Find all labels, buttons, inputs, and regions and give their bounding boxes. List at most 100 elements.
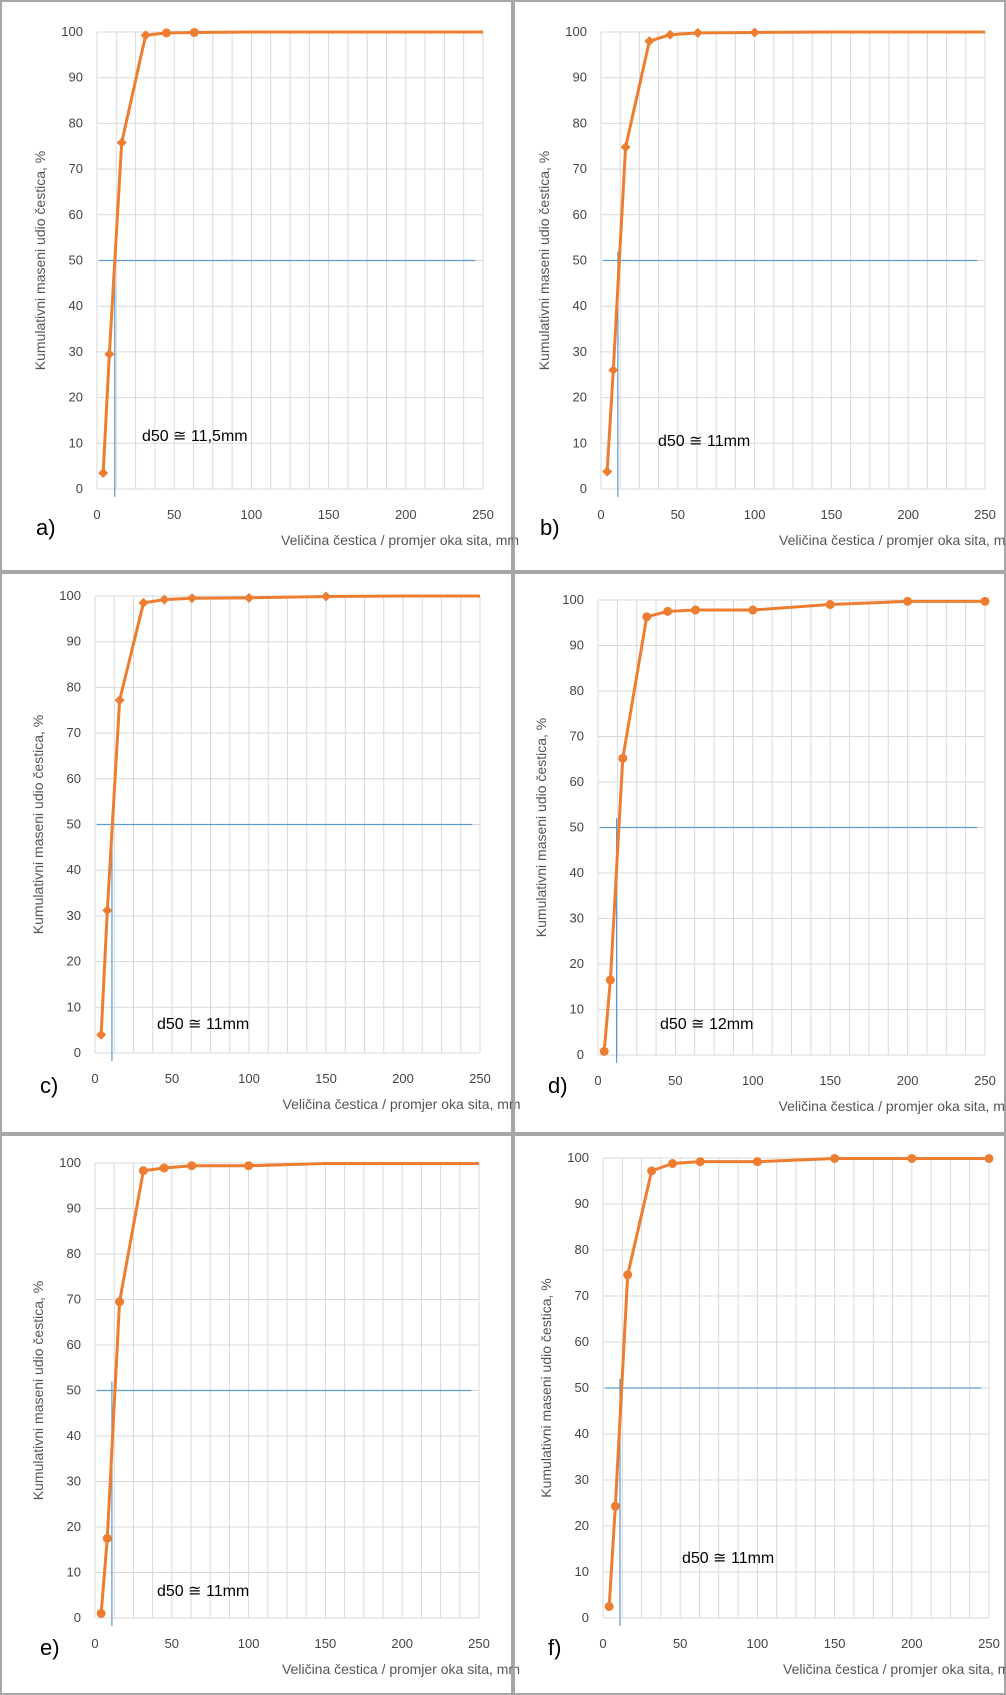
data-point: [187, 1161, 197, 1171]
x-tick-label: 0: [594, 1073, 601, 1088]
series-line: [602, 599, 985, 1052]
x-axis-label: Veličina čestica / promjer oka sita, mm: [283, 1096, 521, 1112]
chart-panel-4: 0 10 20 30 40 50 60 70 80 90 100 0 50 100 150 200 250 Vel…: [513, 572, 1006, 1134]
data-point: [665, 29, 676, 40]
data-point: [96, 1029, 107, 1040]
series-line: [101, 30, 483, 474]
x-tick-label: 50: [668, 1073, 682, 1088]
y-axis-label: Kumulativni maseni udio čestica, %: [30, 715, 46, 934]
data-point: [114, 695, 125, 706]
d50-annotation: d50 ≅ 11mm: [682, 1550, 774, 1567]
y-tick-label: 30: [575, 1472, 589, 1487]
x-tick-label: 250: [469, 1071, 491, 1086]
data-point: [140, 30, 151, 41]
y-tick-label: 70: [575, 1288, 589, 1303]
data-point: [695, 1157, 705, 1167]
data-point: [620, 142, 631, 153]
data-point: [244, 592, 254, 603]
chart-panel-2: 0 10 20 30 40 50 60 70 80 90 100 0 50 100 150 200 250 Vel…: [513, 0, 1006, 572]
data-point: [602, 466, 613, 477]
y-tick-label: 40: [67, 862, 81, 877]
y-tick-label: 100: [61, 24, 83, 39]
d50-annotation: d50 ≅ 11,5mm: [142, 428, 248, 445]
d50-annotation: d50 ≅ 11mm: [658, 433, 750, 450]
x-tick-label: 0: [597, 507, 604, 522]
y-tick-label: 10: [575, 1564, 589, 1579]
y-tick-label: 90: [570, 638, 584, 653]
data-point: [608, 365, 619, 376]
y-tick-label: 10: [67, 999, 81, 1014]
data-point: [116, 137, 127, 148]
panel-label: f): [548, 1635, 561, 1660]
x-tick-label: 100: [747, 1636, 769, 1651]
data-point: [618, 753, 628, 763]
y-tick-label: 50: [67, 1383, 81, 1398]
y-axis-label: Kumulativni maseni udio čestica, %: [533, 718, 549, 937]
y-tick-label: 90: [573, 70, 587, 85]
y-tick-label: 40: [67, 1428, 81, 1443]
x-tick-label: 200: [901, 1636, 923, 1651]
panel-label: c): [40, 1073, 58, 1098]
y-tick-label: 60: [67, 771, 81, 786]
y-tick-label: 100: [562, 592, 584, 607]
data-point: [159, 594, 170, 605]
data-point: [623, 1270, 633, 1280]
data-point: [663, 606, 673, 616]
series-line: [605, 30, 985, 472]
y-tick-label: 60: [573, 207, 587, 222]
y-tick-label: 60: [67, 1337, 81, 1352]
data-point: [98, 468, 109, 479]
y-tick-label: 70: [69, 161, 83, 176]
y-tick-label: 30: [67, 908, 81, 923]
y-tick-label: 50: [573, 253, 587, 268]
d50-annotation: d50 ≅ 11mm: [157, 1016, 249, 1033]
y-tick-label: 20: [573, 390, 587, 405]
y-tick-label: 40: [69, 298, 83, 313]
data-point: [244, 1161, 254, 1171]
x-tick-label: 250: [974, 1073, 996, 1088]
y-tick-label: 10: [67, 1565, 81, 1580]
x-axis-label: Veličina čestica / promjer oka sita, mm: [282, 1661, 520, 1677]
y-tick-label: 20: [570, 956, 584, 971]
data-point: [748, 605, 758, 615]
chart-panel-6: 0 10 20 30 40 50 60 70 80 90 100 0 50 100 150 200 250 Vel…: [513, 1134, 1006, 1695]
y-tick-label: 0: [577, 1047, 584, 1062]
x-axis-label: Veličina čestica / promjer oka sita, mm: [783, 1661, 1006, 1677]
data-point: [749, 27, 760, 38]
data-point: [605, 975, 615, 985]
panel-border: [513, 1134, 1006, 1695]
data-point: [599, 1046, 609, 1056]
y-tick-label: 20: [69, 390, 83, 405]
y-axis-label: Kumulativni maseni udio čestica, %: [30, 1281, 46, 1500]
y-tick-label: 50: [69, 253, 83, 268]
x-tick-label: 200: [897, 507, 919, 522]
data-point: [138, 1166, 148, 1176]
x-tick-label: 150: [824, 1636, 846, 1651]
x-tick-label: 250: [472, 507, 494, 522]
panel-label: d): [548, 1073, 568, 1098]
y-tick-label: 10: [573, 435, 587, 450]
y-tick-label: 0: [76, 481, 83, 496]
y-tick-label: 0: [74, 1610, 81, 1625]
x-tick-label: 200: [897, 1073, 919, 1088]
x-tick-label: 150: [819, 1073, 841, 1088]
y-tick-label: 30: [570, 911, 584, 926]
y-tick-label: 40: [573, 298, 587, 313]
y-tick-label: 80: [69, 115, 83, 130]
y-tick-label: 0: [580, 481, 587, 496]
y-tick-label: 10: [69, 435, 83, 450]
y-tick-label: 30: [573, 344, 587, 359]
chart-panel-1: 0 10 20 30 40 50 60 70 80 90 100 0 50 100 150 200 250 Vel…: [0, 0, 519, 572]
panel-label: e): [40, 1635, 60, 1660]
series-line: [99, 1161, 479, 1614]
panel-border: [0, 0, 513, 572]
x-tick-label: 50: [673, 1636, 687, 1651]
x-tick-label: 100: [238, 1071, 260, 1086]
y-tick-label: 30: [67, 1474, 81, 1489]
y-tick-label: 30: [69, 344, 83, 359]
data-point: [161, 28, 171, 38]
y-tick-label: 20: [575, 1518, 589, 1533]
y-tick-label: 70: [67, 1292, 81, 1307]
x-tick-label: 200: [391, 1636, 413, 1651]
